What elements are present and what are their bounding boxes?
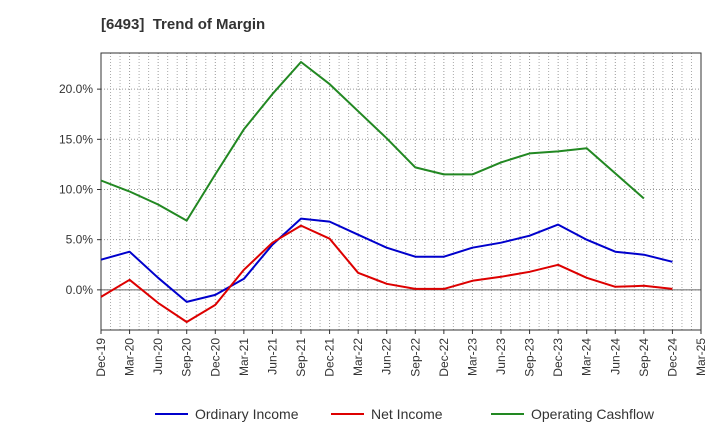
x-tick-label: Jun-23: [494, 338, 508, 375]
x-tick-label: Dec-23: [551, 338, 565, 377]
x-tick-label: Dec-20: [208, 338, 222, 377]
x-tick-label: Dec-19: [94, 338, 108, 377]
chart-title: [6493] Trend of Margin: [101, 16, 266, 33]
y-tick-label: 15.0%: [59, 132, 93, 146]
x-tick-label: Dec-22: [437, 338, 451, 377]
x-tick-label: Sep-23: [523, 338, 537, 377]
x-tick-label: Sep-20: [180, 338, 194, 377]
ordinary-income-line: [100, 217, 673, 303]
x-tick-label: Dec-24: [665, 338, 679, 377]
x-tick-label: Mar-23: [465, 338, 479, 376]
legend-label: Net Income: [371, 406, 443, 422]
y-tick-label: 10.0%: [59, 182, 93, 196]
x-tick-label: Dec-21: [323, 338, 337, 377]
x-tick-label: Jun-20: [151, 338, 165, 375]
x-tick-label: Sep-24: [637, 338, 651, 377]
plot-frame: [100, 52, 702, 331]
x-tick-label: Sep-22: [408, 338, 422, 377]
y-tick-label: 5.0%: [66, 233, 94, 247]
x-tick-label: Mar-20: [123, 338, 137, 376]
x-tick-label: Jun-21: [265, 338, 279, 375]
x-tick-label: Mar-22: [351, 338, 365, 376]
net-income-line: [100, 224, 673, 323]
x-tick-label: Mar-25: [694, 338, 708, 376]
y-tick-label: 0.0%: [66, 283, 94, 297]
y-tick-label: 20.0%: [59, 82, 93, 96]
x-tick-label: Jun-24: [608, 338, 622, 375]
x-tick-label: Mar-21: [237, 338, 251, 376]
legend-label: Ordinary Income: [195, 406, 299, 422]
x-tick-label: Jun-22: [380, 338, 394, 375]
x-tick-label: Mar-24: [580, 338, 594, 376]
legend-label: Operating Cashflow: [531, 406, 655, 422]
x-tick-label: Sep-21: [294, 338, 308, 377]
operating-cashflow-line: [100, 61, 645, 222]
